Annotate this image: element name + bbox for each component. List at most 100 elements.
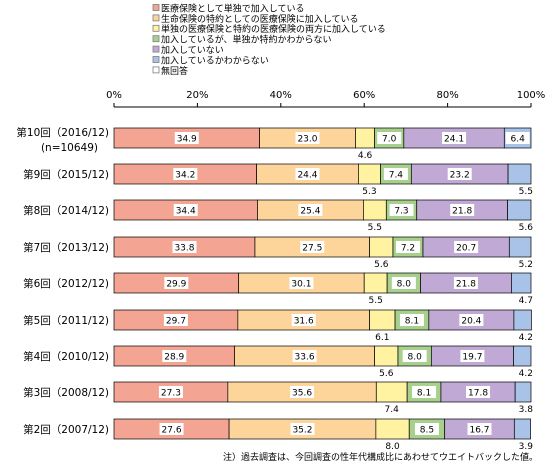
- value-label-r0-s4: 24.1: [444, 134, 464, 144]
- value-label-r2-s1: 25.4: [300, 206, 320, 216]
- x-tick-label-5: 100%: [517, 90, 546, 101]
- value-label-r4-s3: 8.0: [397, 279, 412, 289]
- value-label-box-r6-s3: [402, 350, 427, 362]
- value-label-r4-s1: 30.1: [291, 279, 311, 289]
- bar-seg-r6-s2: [374, 345, 399, 367]
- value-label-r5-s0: 29.7: [166, 316, 186, 326]
- value-label-r6-s0: 28.9: [164, 352, 184, 362]
- value-label-r5-s2: 6.1: [375, 333, 389, 343]
- value-label-r2-s4: 21.8: [452, 206, 472, 216]
- value-label-r8-s3: 8.5: [420, 425, 434, 435]
- category-label-6: 第4回（2010/12): [23, 350, 109, 363]
- value-label-r4-s0: 29.9: [166, 279, 186, 289]
- category-label-1: 第9回（2015/12): [23, 168, 109, 181]
- value-label-r1-s3: 7.4: [389, 170, 404, 180]
- value-label-r1-s2: 5.3: [362, 187, 376, 197]
- value-label-box-r3-s3: [395, 241, 420, 253]
- value-label-r7-s2: 7.4: [385, 405, 400, 415]
- value-label-r2-s5: 5.6: [519, 223, 534, 233]
- bar-seg-r1-s5: [507, 163, 532, 185]
- value-label-box-r5-s0: [163, 314, 188, 326]
- value-label-r1-s4: 23.2: [450, 170, 470, 180]
- value-label-r7-s5: 3.8: [519, 405, 534, 415]
- x-tick-label-2: 40%: [270, 90, 292, 101]
- x-axis: 0% 20% 40% 60% 80% 100%: [106, 90, 546, 108]
- value-label-r3-s1: 27.5: [302, 243, 322, 253]
- value-label-box-r2-s0: [173, 204, 198, 216]
- value-label-r6-s5: 4.2: [519, 369, 533, 379]
- value-label-r3-s0: 33.8: [174, 243, 194, 253]
- bar-seg-r6-s5: [513, 345, 532, 367]
- x-tick-label-4: 80%: [436, 90, 458, 101]
- value-label-box-r1-s3: [383, 168, 408, 180]
- legend-label-1: 生命保険の特約としての医療保険に加入している: [161, 13, 358, 25]
- value-label-r8-s4: 16.7: [469, 425, 489, 435]
- value-label-r2-s2: 5.5: [368, 223, 382, 233]
- bar-seg-r0-s2: [355, 127, 375, 149]
- footnote: 注）過去調査は、今回調査の性年代構成比にあわせてウエイトバックした値。: [223, 451, 538, 463]
- value-label-box-r0-s1: [295, 132, 320, 144]
- value-label-box-r5-s3: [399, 314, 424, 326]
- value-label-box-r7-s1: [290, 386, 315, 398]
- value-label-r5-s5: 4.2: [519, 333, 533, 343]
- value-label-box-r2-s1: [298, 204, 323, 216]
- value-label-box-r8-s0: [159, 423, 184, 435]
- value-label-r0-s2: 4.6: [358, 151, 373, 161]
- legend-label-4: 加入していない: [161, 45, 224, 56]
- legend-label-3: 加入しているが、単独か特約かわからない: [161, 34, 332, 46]
- value-label-box-r0-s4: [442, 132, 467, 144]
- value-label-r6-s3: 8.0: [407, 352, 422, 362]
- legend-swatch-4: [152, 45, 160, 53]
- value-label-r1-s1: 24.4: [297, 170, 317, 180]
- value-label-box-r7-s0: [158, 386, 183, 398]
- value-label-r6-s4: 19.7: [462, 352, 482, 362]
- x-tick-label-0: 0%: [106, 90, 122, 101]
- value-label-box-r4-s0: [164, 277, 189, 289]
- value-label-r2-s0: 34.4: [176, 206, 196, 216]
- category-labels: 第10回（2016/12) (n=10649) 第9回（2015/12) 第8回（20…: [16, 126, 109, 436]
- value-label-box-r7-s4: [466, 386, 491, 398]
- value-label-r0-s3: 7.0: [382, 134, 397, 144]
- value-label-r3-s2: 5.6: [374, 260, 389, 270]
- value-label-box-r5-s4: [459, 314, 484, 326]
- legend-swatch-2: [152, 24, 160, 32]
- value-label-r7-s4: 17.8: [468, 388, 488, 398]
- value-label-box-r0-s3: [377, 132, 402, 144]
- value-label-box-r8-s4: [467, 423, 492, 435]
- value-label-box-r4-s4: [453, 277, 478, 289]
- bar-seg-r3-s2: [369, 236, 394, 258]
- value-label-r1-s0: 34.2: [175, 170, 195, 180]
- bar-seg-r2-s5: [507, 199, 532, 221]
- value-label-box-r1-s0: [173, 168, 198, 180]
- category-label-2: 第8回（2014/12): [23, 204, 109, 217]
- value-label-r1-s5: 5.5: [519, 187, 533, 197]
- value-label-box-r6-s4: [460, 350, 485, 362]
- value-label-box-r8-s1: [290, 423, 315, 435]
- bar-seg-r1-s2: [358, 163, 381, 185]
- value-label-r6-s2: 5.6: [379, 369, 394, 379]
- value-label-box-r2-s3: [389, 204, 414, 216]
- bar-seg-r5-s2: [369, 309, 396, 331]
- value-label-box-r0-s0: [174, 132, 199, 144]
- value-label-r0-s0: 34.9: [177, 134, 197, 144]
- category-label-7: 第3回（2008/12): [23, 386, 109, 399]
- value-label-box-r6-s1: [292, 350, 317, 362]
- value-label-r3-s5: 5.2: [519, 260, 533, 270]
- value-label-box-r7-s3: [412, 386, 437, 398]
- value-label-r8-s2: 8.0: [385, 442, 400, 452]
- value-labels: 34.9 23.0 4.6 7.0 24.1 6.4 34.2 24.4 5.3 7.4 23.2 5…: [158, 132, 534, 452]
- value-label-r5-s1: 31.6: [294, 316, 314, 326]
- value-label-r5-s3: 8.1: [405, 316, 419, 326]
- bar-seg-r4-s2: [363, 272, 388, 294]
- value-label-box-r1-s4: [447, 168, 472, 180]
- value-label-r0-s5: 6.4: [510, 134, 525, 144]
- legend: 医療保険として単独で加入している生命保険の特約としての医療保険に加入している単独…: [152, 2, 386, 77]
- value-label-box-r3-s1: [300, 241, 325, 253]
- legend-swatch-3: [152, 35, 160, 43]
- value-label-r8-s0: 27.6: [162, 425, 182, 435]
- category-label-8: 第2回（2007/12): [23, 423, 109, 436]
- value-label-box-r3-s0: [172, 241, 197, 253]
- value-label-box-r2-s4: [450, 204, 475, 216]
- legend-swatch-1: [152, 14, 160, 22]
